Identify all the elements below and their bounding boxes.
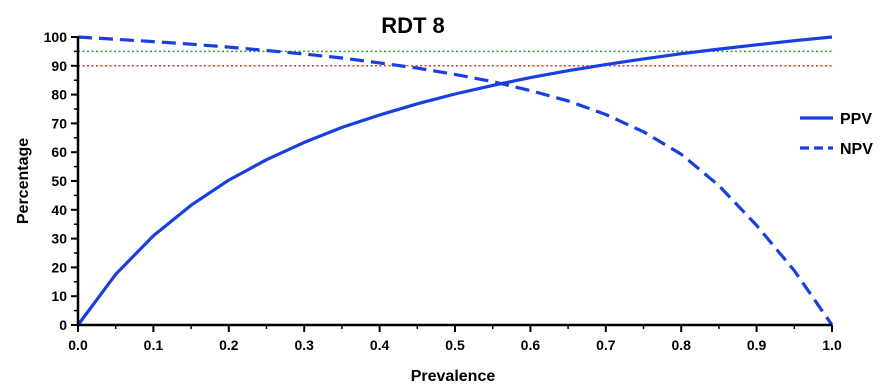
y-tick-label: 30 xyxy=(51,231,67,247)
y-tick-label: 20 xyxy=(51,259,67,275)
y-tick-label: 90 xyxy=(51,58,67,74)
y-tick-label: 40 xyxy=(51,202,67,218)
legend: PPV NPV xyxy=(800,111,873,158)
x-tick-label: 1.0 xyxy=(822,337,842,353)
x-axis-label: Prevalence xyxy=(411,368,496,385)
x-tick-label: 0.6 xyxy=(521,337,541,353)
x-tick-label: 0.4 xyxy=(370,337,390,353)
x-tick-label: 0.3 xyxy=(294,337,314,353)
chart-title: RDT 8 xyxy=(381,13,445,38)
legend-label-ppv: PPV xyxy=(840,111,872,128)
y-tick-label: 100 xyxy=(44,29,68,45)
x-tick-label: 0.8 xyxy=(671,337,691,353)
y-tick-label: 50 xyxy=(51,173,67,189)
y-tick-label: 70 xyxy=(51,115,67,131)
x-tick-label: 0.5 xyxy=(445,337,465,353)
series-line-npv xyxy=(77,35,834,326)
y-tick-label: 10 xyxy=(51,288,67,304)
x-tick-label: 0.1 xyxy=(144,337,164,353)
y-axis-label: Percentage xyxy=(15,138,32,224)
plot-area xyxy=(76,35,834,326)
axes: 0 10 20 30 40 50 60 70 80 90 100 0.0 0.1 0.2 0.3 0.4 0.5… xyxy=(44,29,842,353)
legend-label-npv: NPV xyxy=(840,141,873,158)
series-line-ppv xyxy=(76,35,833,326)
y-tick-label: 60 xyxy=(51,144,67,160)
x-tick-label: 0.0 xyxy=(68,337,88,353)
x-tick-label: 0.9 xyxy=(747,337,767,353)
x-tick-label: 0.2 xyxy=(219,337,239,353)
x-tick-label: 0.7 xyxy=(596,337,616,353)
reference-lines xyxy=(78,50,832,67)
y-tick-label: 80 xyxy=(51,87,67,103)
y-tick-label: 0 xyxy=(59,317,67,333)
